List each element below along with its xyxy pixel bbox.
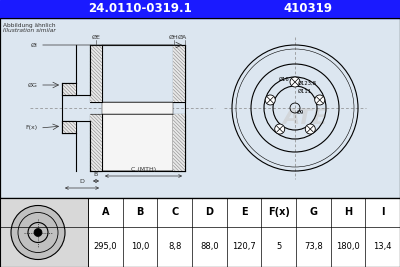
Text: I: I	[381, 207, 384, 218]
Text: 410319: 410319	[284, 2, 332, 15]
Bar	[102, 102, 173, 159]
Circle shape	[265, 95, 275, 105]
Text: 120,7: 120,7	[232, 242, 256, 252]
Text: Abbildung ähnlich: Abbildung ähnlich	[3, 23, 56, 28]
Text: Ø9: Ø9	[297, 109, 304, 115]
Text: 295,0: 295,0	[94, 242, 117, 252]
Text: 8,8: 8,8	[168, 242, 181, 252]
Text: ØH: ØH	[169, 34, 179, 40]
Bar	[90, 45, 102, 102]
Text: C (MTH): C (MTH)	[131, 167, 156, 172]
Text: ØI: ØI	[31, 42, 38, 48]
Bar	[0, 18, 400, 198]
Text: ØE: ØE	[92, 34, 100, 40]
Text: C: C	[171, 207, 178, 218]
Text: ØA: ØA	[177, 34, 187, 40]
Text: F(x): F(x)	[26, 125, 38, 131]
Polygon shape	[90, 45, 102, 102]
Bar	[62, 83, 76, 95]
Text: B: B	[136, 207, 144, 218]
Text: F(x): F(x)	[268, 207, 290, 218]
Bar	[173, 45, 185, 102]
Bar	[173, 114, 185, 171]
Text: 73,8: 73,8	[304, 242, 323, 252]
Text: D: D	[80, 179, 84, 184]
Text: 180,0: 180,0	[336, 242, 360, 252]
Circle shape	[305, 124, 315, 134]
Text: E: E	[241, 207, 247, 218]
Text: Ø123,8: Ø123,8	[298, 80, 317, 85]
Text: 88,0: 88,0	[200, 242, 219, 252]
Text: G: G	[309, 207, 317, 218]
Bar	[62, 121, 76, 133]
Text: 10,0: 10,0	[131, 242, 149, 252]
Circle shape	[315, 95, 325, 105]
Bar	[90, 114, 102, 171]
Bar	[0, 198, 88, 267]
Circle shape	[290, 77, 300, 87]
Text: 5: 5	[276, 242, 281, 252]
Polygon shape	[62, 83, 76, 95]
Text: ATE: ATE	[282, 108, 328, 128]
Bar	[0, 198, 400, 267]
Bar	[0, 0, 400, 18]
Polygon shape	[173, 45, 185, 102]
Text: D: D	[205, 207, 213, 218]
Text: ØG: ØG	[28, 83, 38, 88]
Polygon shape	[90, 114, 102, 171]
Bar	[102, 114, 173, 171]
Text: 13,4: 13,4	[374, 242, 392, 252]
Polygon shape	[173, 114, 185, 171]
Polygon shape	[62, 121, 76, 133]
Text: Illustration similar: Illustration similar	[3, 28, 56, 33]
Text: A: A	[102, 207, 109, 218]
Text: B: B	[94, 172, 98, 177]
Circle shape	[34, 229, 42, 237]
Text: Ø111: Ø111	[298, 88, 312, 93]
Bar	[0, 18, 400, 198]
Text: Ø16: Ø16	[279, 77, 290, 81]
Text: H: H	[344, 207, 352, 218]
Text: 24.0110-0319.1: 24.0110-0319.1	[88, 2, 192, 15]
Circle shape	[11, 206, 65, 260]
Circle shape	[275, 124, 285, 134]
